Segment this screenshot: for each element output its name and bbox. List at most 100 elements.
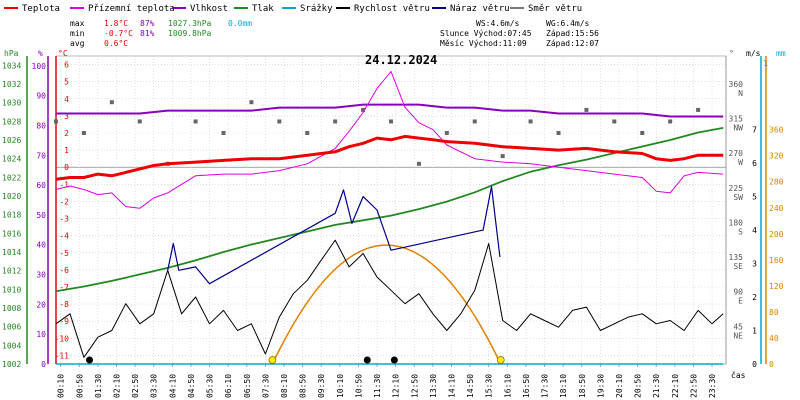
pct-tick-label: 20	[36, 300, 46, 309]
time-tick-label: 18:50	[578, 374, 587, 398]
wind-direction-point	[696, 107, 701, 112]
plot-area	[55, 55, 727, 365]
wind-direction-point	[640, 131, 645, 135]
hpa-tick-label: 1018	[2, 211, 21, 220]
c-tick-label: -6	[59, 266, 69, 275]
legend-label: Náraz větru	[450, 4, 510, 14]
time-tick-label: 04:50	[187, 374, 196, 398]
dir-tick-label: N	[738, 89, 743, 98]
mm-tick-label: 320	[769, 152, 784, 161]
pct-tick-label: 100	[32, 62, 47, 71]
left-axes: hPa% °C1034103210301028102610241022102010…	[2, 49, 69, 369]
dir-tick-label: SE	[733, 262, 743, 271]
sunrise-marker	[268, 356, 277, 364]
time-tick-label: 07:30	[261, 374, 270, 398]
ms-top-label: 1	[763, 59, 768, 68]
deg-tick-label: 270	[729, 149, 744, 158]
legend-label: Teplota	[22, 4, 60, 14]
time-tick-label: 08:10	[280, 374, 289, 398]
precip-total: 0.0mm	[228, 19, 252, 28]
wind-direction-point	[668, 119, 673, 124]
hpa-tick-label: 1024	[2, 155, 21, 164]
wind-direction-point	[361, 107, 366, 112]
ms-tick-label: 2	[752, 293, 757, 302]
wind-direction-point	[277, 119, 282, 124]
moonrise-marker	[363, 356, 371, 364]
moon-info: Měsíc Východ:11:09	[440, 39, 527, 48]
wind-speed-info: WS:4.6m/s	[476, 19, 520, 28]
c-tick-label: -8	[59, 300, 69, 309]
pct-tick-label: 0	[41, 360, 46, 369]
moonset-info: Západ:12:07	[546, 39, 599, 48]
pct-tick-label: 60	[36, 181, 46, 190]
c-tick-label: 4	[64, 95, 69, 104]
c-tick-label: 5	[64, 78, 69, 87]
ms-tick-label: 3	[752, 260, 757, 269]
legend-label: Tlak	[252, 4, 274, 14]
time-tick-label: 17:30	[541, 374, 550, 398]
time-tick-label: 18:10	[559, 374, 568, 398]
grid	[56, 56, 726, 364]
pct-tick-label: 70	[36, 151, 46, 160]
time-tick-label: 06:10	[224, 374, 233, 398]
sunset-info: Západ:15:56	[546, 29, 599, 38]
legend: Teplota Přízemní teplota Vlhkost Tlak Srážky…	[4, 4, 582, 14]
time-tick-label: 09:30	[317, 374, 326, 398]
c-tick-label: -1	[59, 180, 69, 189]
mm-tick-label: 160	[769, 256, 784, 265]
marker-layer	[86, 356, 505, 364]
info-block: WS:4.6m/s WG:6.4m/s Slunce Východ:07:45 …	[440, 19, 599, 48]
wind-gust-info: WG:6.4m/s	[546, 19, 590, 28]
right-axes: ° m/s mm1360N315NW270W225SW180S135SE90E45N…	[725, 49, 786, 380]
legend-label: Přízemní teplota	[88, 4, 175, 14]
series-wind-gust	[167, 186, 501, 285]
avg-temp: 0.6°C	[104, 39, 128, 48]
c-tick-label: -9	[59, 317, 69, 326]
time-tick-label: 22:50	[689, 374, 698, 398]
time-tick-label: 23:30	[708, 374, 717, 398]
mm-tick-label: 40	[769, 334, 779, 343]
wind-direction-point	[305, 131, 310, 135]
dir-tick-label: W	[738, 158, 743, 167]
deg-tick-label: 180	[729, 218, 744, 227]
hpa-tick-label: 1016	[2, 229, 21, 238]
max-label: max	[70, 19, 85, 28]
time-axis: 00:10 00:50 01:30 02:10 02:50 03:30 04:10 04:50…	[57, 364, 717, 398]
wind-direction-point	[81, 131, 86, 135]
pct-tick-label: 40	[36, 241, 46, 250]
c-tick-label: -4	[59, 232, 69, 241]
hpa-tick-label: 1012	[2, 267, 21, 276]
hpa-unit: hPa	[4, 49, 19, 58]
hpa-tick-label: 1006	[2, 323, 21, 332]
time-tick-label: 20:10	[615, 374, 624, 398]
wind-direction-point	[54, 119, 58, 124]
c-unit: °C	[58, 49, 68, 58]
mm-tick-label: 200	[769, 230, 784, 239]
time-tick-label: 16:10	[503, 374, 512, 398]
time-tick-label: 22:10	[671, 374, 680, 398]
wind-direction-point	[137, 119, 142, 124]
c-tick-label: 0	[64, 163, 69, 172]
time-tick-label: 19:30	[596, 374, 605, 398]
time-tick-label: 10:50	[354, 374, 363, 398]
c-tick-label: -2	[59, 197, 69, 206]
deg-tick-label: 135	[729, 253, 744, 262]
wind-direction-point	[109, 100, 114, 105]
deg-tick-label: 90	[733, 288, 743, 297]
time-tick-label: 00:50	[75, 374, 84, 398]
hpa-tick-label: 1014	[2, 248, 21, 257]
max-press: 1027.3hPa	[168, 19, 212, 28]
time-tick-label: 04:10	[168, 374, 177, 398]
c-tick-label: 3	[64, 112, 69, 121]
time-tick-label: 14:50	[466, 374, 475, 398]
moon-marker-prev	[86, 356, 93, 364]
mm-tick-label: 280	[769, 178, 784, 187]
wind-direction-point	[584, 107, 589, 112]
dir-tick-label: NE	[733, 331, 743, 340]
time-tick-label: 21:30	[652, 374, 661, 398]
wind-direction-point	[193, 119, 198, 124]
time-tick-label: 15:30	[485, 374, 494, 398]
hpa-tick-label: 1004	[2, 341, 21, 350]
pct-tick-label: 90	[36, 92, 46, 101]
